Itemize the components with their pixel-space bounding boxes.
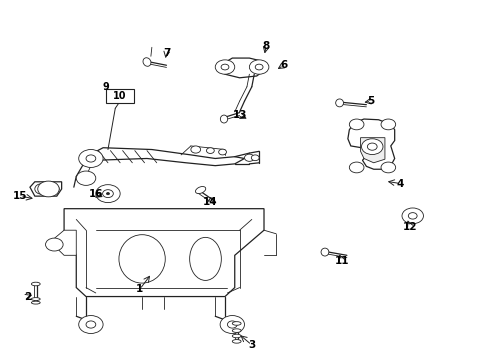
Polygon shape xyxy=(360,138,384,163)
Circle shape xyxy=(76,171,96,185)
Polygon shape xyxy=(64,209,264,297)
Circle shape xyxy=(220,316,244,333)
Circle shape xyxy=(380,162,395,173)
Circle shape xyxy=(401,208,423,224)
Ellipse shape xyxy=(335,99,343,107)
Text: 15: 15 xyxy=(13,191,27,201)
Ellipse shape xyxy=(142,58,151,66)
Text: 11: 11 xyxy=(334,256,348,266)
Text: 12: 12 xyxy=(402,222,417,231)
Circle shape xyxy=(348,162,363,173)
Circle shape xyxy=(361,139,382,154)
Text: 14: 14 xyxy=(203,197,217,207)
Polygon shape xyxy=(47,230,76,255)
Ellipse shape xyxy=(232,321,241,325)
Polygon shape xyxy=(83,148,244,166)
Circle shape xyxy=(227,321,237,328)
Ellipse shape xyxy=(189,237,221,280)
Circle shape xyxy=(86,321,96,328)
Ellipse shape xyxy=(195,186,205,194)
Circle shape xyxy=(102,190,113,198)
Ellipse shape xyxy=(232,339,241,343)
Text: 2: 2 xyxy=(24,292,31,302)
Ellipse shape xyxy=(31,301,40,304)
FancyBboxPatch shape xyxy=(105,89,134,103)
Text: 5: 5 xyxy=(367,96,374,106)
Polygon shape xyxy=(347,119,394,169)
Circle shape xyxy=(96,185,120,203)
Circle shape xyxy=(206,148,214,153)
Circle shape xyxy=(249,60,268,74)
Circle shape xyxy=(218,149,226,155)
Circle shape xyxy=(190,146,200,153)
Ellipse shape xyxy=(220,115,227,123)
Text: 1: 1 xyxy=(136,284,143,294)
Polygon shape xyxy=(217,58,266,78)
Text: 16: 16 xyxy=(88,189,103,199)
Text: 9: 9 xyxy=(102,82,109,92)
Circle shape xyxy=(79,149,103,167)
Circle shape xyxy=(106,193,109,195)
Ellipse shape xyxy=(31,298,40,301)
Ellipse shape xyxy=(232,329,241,332)
Circle shape xyxy=(380,119,395,130)
Circle shape xyxy=(407,213,416,219)
Circle shape xyxy=(215,60,234,74)
Ellipse shape xyxy=(31,282,40,286)
Ellipse shape xyxy=(321,248,328,256)
Circle shape xyxy=(86,155,96,162)
Polygon shape xyxy=(30,182,61,196)
Circle shape xyxy=(244,154,254,161)
Circle shape xyxy=(255,64,263,70)
Text: 7: 7 xyxy=(163,48,170,58)
Ellipse shape xyxy=(119,235,165,283)
Circle shape xyxy=(79,316,103,333)
Circle shape xyxy=(38,181,59,197)
Circle shape xyxy=(348,119,363,130)
Circle shape xyxy=(366,143,376,150)
Text: 10: 10 xyxy=(113,91,126,101)
Text: 4: 4 xyxy=(396,179,404,189)
Text: 8: 8 xyxy=(262,41,269,50)
Circle shape xyxy=(47,185,59,193)
Text: 3: 3 xyxy=(248,340,255,350)
Text: 13: 13 xyxy=(232,111,246,121)
Circle shape xyxy=(45,238,63,251)
Text: 6: 6 xyxy=(279,60,286,70)
Circle shape xyxy=(35,184,49,194)
Ellipse shape xyxy=(232,334,241,338)
Circle shape xyxy=(251,155,259,161)
Circle shape xyxy=(221,64,228,70)
